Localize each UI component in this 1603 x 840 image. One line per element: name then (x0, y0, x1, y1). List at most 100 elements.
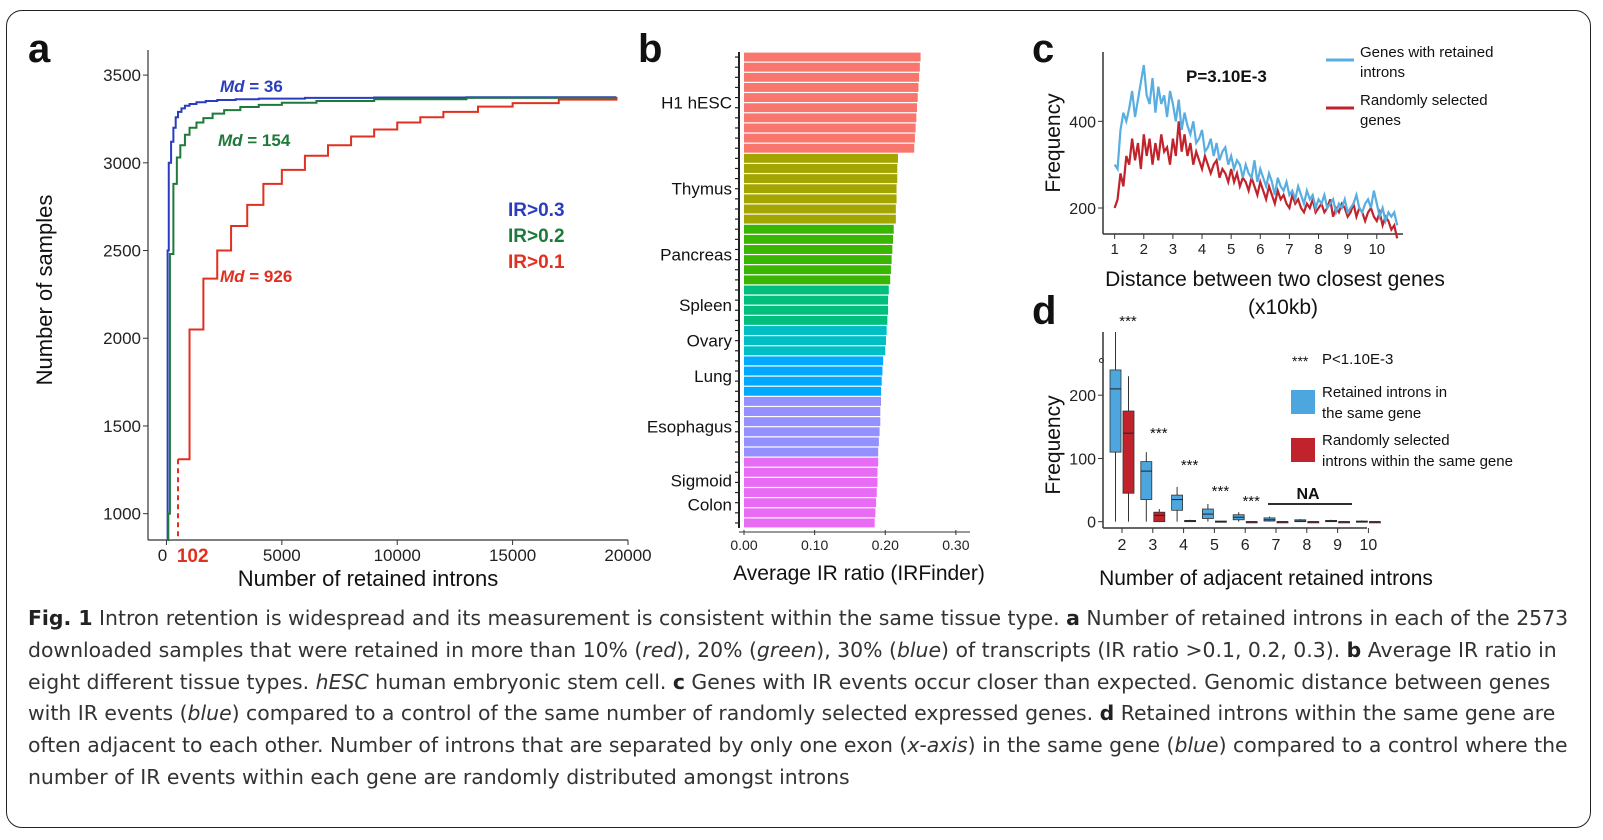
group-label: Pancreas (660, 246, 732, 265)
panel-label-d: d (1032, 289, 1056, 333)
series-ir02-median-label: Md = 154 (218, 131, 291, 150)
bar (744, 113, 917, 123)
figure-frame (6, 10, 1591, 828)
x-axis-title: Number of adjacent retained introns (1099, 567, 1433, 590)
bar (744, 133, 915, 143)
x-tick-label: 3 (1148, 537, 1157, 554)
caption-text-segment: hESC (315, 669, 369, 694)
bar (744, 255, 892, 265)
panel-c-chart: 200 400 1 2 3 4 5 6 7 8 9 10 Frequency Distance betwe… (1042, 44, 1493, 319)
bar (744, 437, 879, 447)
bar (744, 417, 881, 427)
group-label: Colon (688, 496, 732, 515)
x-tick-label: 10000 (374, 546, 421, 565)
group-label: Spleen (679, 296, 732, 315)
bar (744, 376, 882, 386)
x-tick-label: 9 (1343, 241, 1351, 258)
panel-d-chart: 0 100 200 2 3 4 5 6 7 8 9 10 Frequency Number of adja… (1042, 313, 1513, 590)
y-tick-label: 0 (1087, 515, 1096, 532)
caption-text-segment: ), 30% ( (816, 637, 897, 662)
x-tick-label: 0.20 (872, 537, 899, 553)
bar (744, 153, 898, 163)
caption-figure-label: Fig. 1 (28, 606, 93, 630)
bar (744, 386, 882, 396)
y-tick-label: 400 (1069, 114, 1096, 131)
y-tick-label: 1500 (103, 417, 141, 436)
bar (744, 93, 918, 103)
x-tick-label: 8 (1302, 537, 1311, 554)
x-tick-label: 15000 (489, 546, 536, 565)
bar (744, 245, 893, 254)
x-tick-label: 7 (1272, 537, 1281, 554)
caption-text-segment: ) in the same gene ( (967, 733, 1175, 758)
bar (744, 366, 883, 376)
y-axis-title: Number of samples (32, 195, 57, 386)
y-tick-label: 200 (1069, 201, 1096, 218)
bar (744, 396, 882, 406)
caption-text-segment: a (1066, 606, 1080, 630)
box (1153, 511, 1166, 523)
caption-text-segment: blue (1174, 733, 1219, 758)
bar (744, 62, 920, 72)
x-tick-label: 7 (1285, 241, 1293, 258)
x-tick-label: 5 (1227, 241, 1235, 258)
legend-swatch (1291, 390, 1315, 414)
bar (744, 305, 889, 315)
legend-stars: *** (1292, 353, 1309, 369)
y-tick-label: 200 (1069, 388, 1096, 405)
legend-label: introns within the same gene (1322, 453, 1513, 470)
box (1171, 494, 1183, 511)
x-tick-label: 0.30 (942, 537, 969, 553)
series-random-legend-label: Randomly selected (1360, 92, 1488, 109)
series-ir03-legend: IR>0.3 (508, 200, 565, 221)
group-label: Sigmoid (671, 472, 732, 491)
group-label: Lung (694, 367, 732, 386)
bar (744, 103, 918, 113)
bar (744, 346, 886, 356)
x-tick-label: 10 (1368, 241, 1385, 258)
y-axis-title: Frequency (1042, 93, 1065, 193)
caption-text-segment: green (756, 637, 817, 662)
y-tick-label: 2500 (103, 242, 141, 261)
significance-stars: *** (1212, 483, 1230, 500)
bar (744, 194, 897, 204)
series-ir01-median-label: Md = 926 (220, 267, 292, 286)
x-tick-label: 1 (1110, 241, 1118, 258)
bar (744, 508, 876, 518)
panel-label-a: a (28, 27, 51, 71)
y-tick-label: 100 (1069, 451, 1096, 468)
bar (744, 295, 889, 305)
bar (744, 204, 896, 214)
bar (744, 427, 880, 437)
x-tick-label: 6 (1241, 537, 1250, 554)
bar (744, 123, 916, 133)
series-ir01-legend: IR>0.1 (508, 252, 565, 273)
x-tick-label: 0.00 (730, 537, 757, 553)
bar (744, 518, 875, 528)
x-tick-label: 5000 (263, 546, 301, 565)
significance-stars: *** (1150, 425, 1168, 442)
legend-label: Retained introns in (1322, 384, 1447, 401)
group-label: Thymus (672, 180, 732, 199)
bar (744, 447, 879, 457)
bar (744, 184, 897, 194)
panel-b-chart: H1 hESC Thymus Pancreas Spleen Ovary Lung Esop… (647, 52, 985, 585)
y-tick-label: 3000 (103, 154, 141, 173)
group-label: Esophagus (647, 418, 732, 437)
bar (744, 407, 881, 416)
na-label: NA (1296, 486, 1320, 503)
bar (744, 72, 920, 82)
box-outlier (1099, 357, 1104, 363)
caption-text-segment: ) of transcripts (IR ratio >0.1, 0.2, 0.… (941, 637, 1347, 662)
group-label: H1 hESC (661, 94, 732, 113)
x-tick-label: 2 (1140, 241, 1148, 258)
series-retained-legend-label: introns (1360, 64, 1405, 81)
series-ir03-median-label: Md = 36 (220, 77, 283, 96)
x-tick-label: 5 (1210, 537, 1219, 554)
caption-text-segment: ) compared to a control of the same numb… (231, 701, 1100, 726)
bar (744, 214, 896, 224)
legend-label: the same gene (1322, 405, 1421, 422)
bar (744, 467, 878, 477)
caption-text-segment: Genes with IR events occur closer than e… (28, 669, 1551, 726)
group-label: Ovary (687, 332, 733, 351)
